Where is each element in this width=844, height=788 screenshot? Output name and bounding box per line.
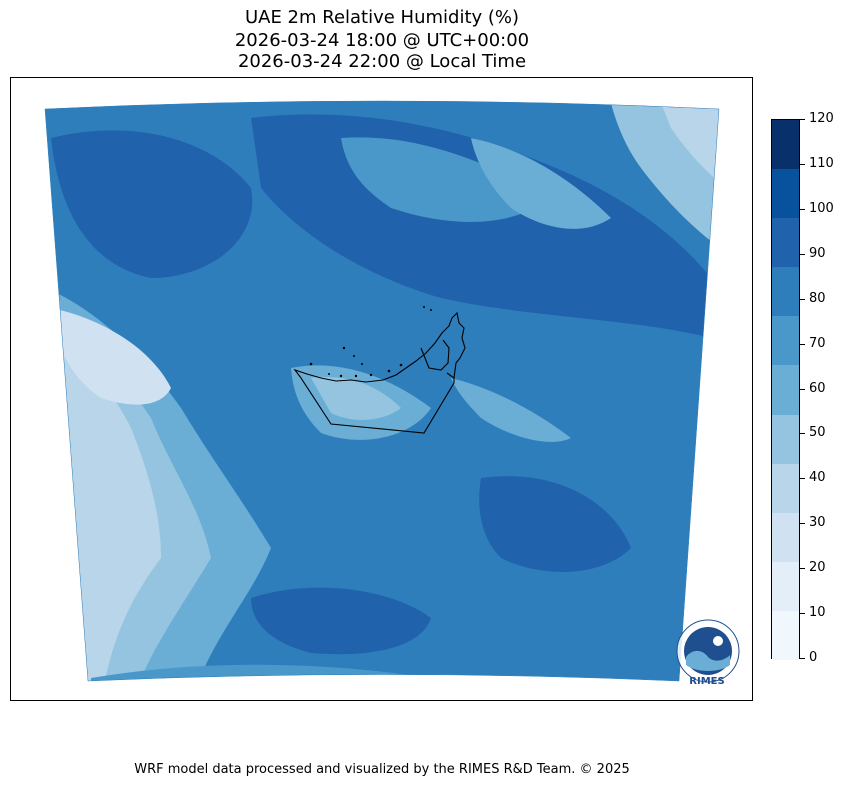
colorbar-tick-label: 70 <box>809 335 826 351</box>
colorbar-segment <box>772 463 799 514</box>
colorbar-tick <box>800 568 805 570</box>
colorbar-tick <box>800 478 805 480</box>
colorbar-tick-label: 40 <box>809 470 826 486</box>
colorbar-tick-label: 120 <box>809 111 834 126</box>
humidity-contours <box>45 101 719 681</box>
colorbar <box>771 119 800 661</box>
colorbar-tick-label: 110 <box>809 155 834 171</box>
colorbar-tick <box>800 208 805 210</box>
rimes-logo <box>676 619 740 683</box>
footer-credit: WRF model data processed and visualized … <box>134 762 630 777</box>
colorbar-tick <box>800 119 805 120</box>
colorbar-segment <box>772 512 799 563</box>
rimes-logo-text: RIMES <box>689 676 725 687</box>
colorbar-tick-label: 30 <box>809 515 826 531</box>
colorbar-tick <box>800 253 805 255</box>
colorbar-tick-label: 20 <box>809 560 826 576</box>
colorbar-tick-label: 50 <box>809 425 826 441</box>
colorbar-tick <box>800 163 805 165</box>
colorbar-segment <box>772 120 799 170</box>
colorbar-segment <box>772 218 799 268</box>
colorbar-tick <box>800 613 805 615</box>
humidity-field <box>44 100 720 682</box>
colorbar-segment <box>772 414 799 465</box>
colorbar-tick-label: 90 <box>809 245 826 261</box>
colorbar-tick <box>800 343 805 345</box>
utc-timestamp: 2026-03-24 18:00 @ UTC+00:00 <box>234 30 530 51</box>
colorbar-tick <box>800 523 805 525</box>
colorbar-tick-label: 0 <box>809 650 818 665</box>
local-timestamp: 2026-03-24 22:00 @ Local Time <box>237 51 527 72</box>
humidity-map <box>10 77 753 701</box>
colorbar-segment <box>772 316 799 366</box>
colorbar-tick-label: 10 <box>809 605 826 621</box>
colorbar-tick <box>800 388 805 390</box>
colorbar-tick <box>800 658 805 659</box>
colorbar-segment <box>772 169 799 219</box>
chart-title: UAE 2m Relative Humidity (%) <box>244 7 520 28</box>
colorbar-tick-label: 100 <box>809 200 834 216</box>
uae-islands <box>309 306 432 378</box>
colorbar-segment <box>772 267 799 317</box>
colorbar-tick-label: 60 <box>809 380 826 396</box>
colorbar-tick <box>800 433 805 435</box>
colorbar-segment <box>772 610 799 661</box>
colorbar-segment <box>772 561 799 612</box>
colorbar-segment <box>772 365 799 416</box>
colorbar-tick <box>800 298 805 300</box>
colorbar-tick-label: 80 <box>809 290 826 306</box>
uae-boundary <box>293 311 466 434</box>
